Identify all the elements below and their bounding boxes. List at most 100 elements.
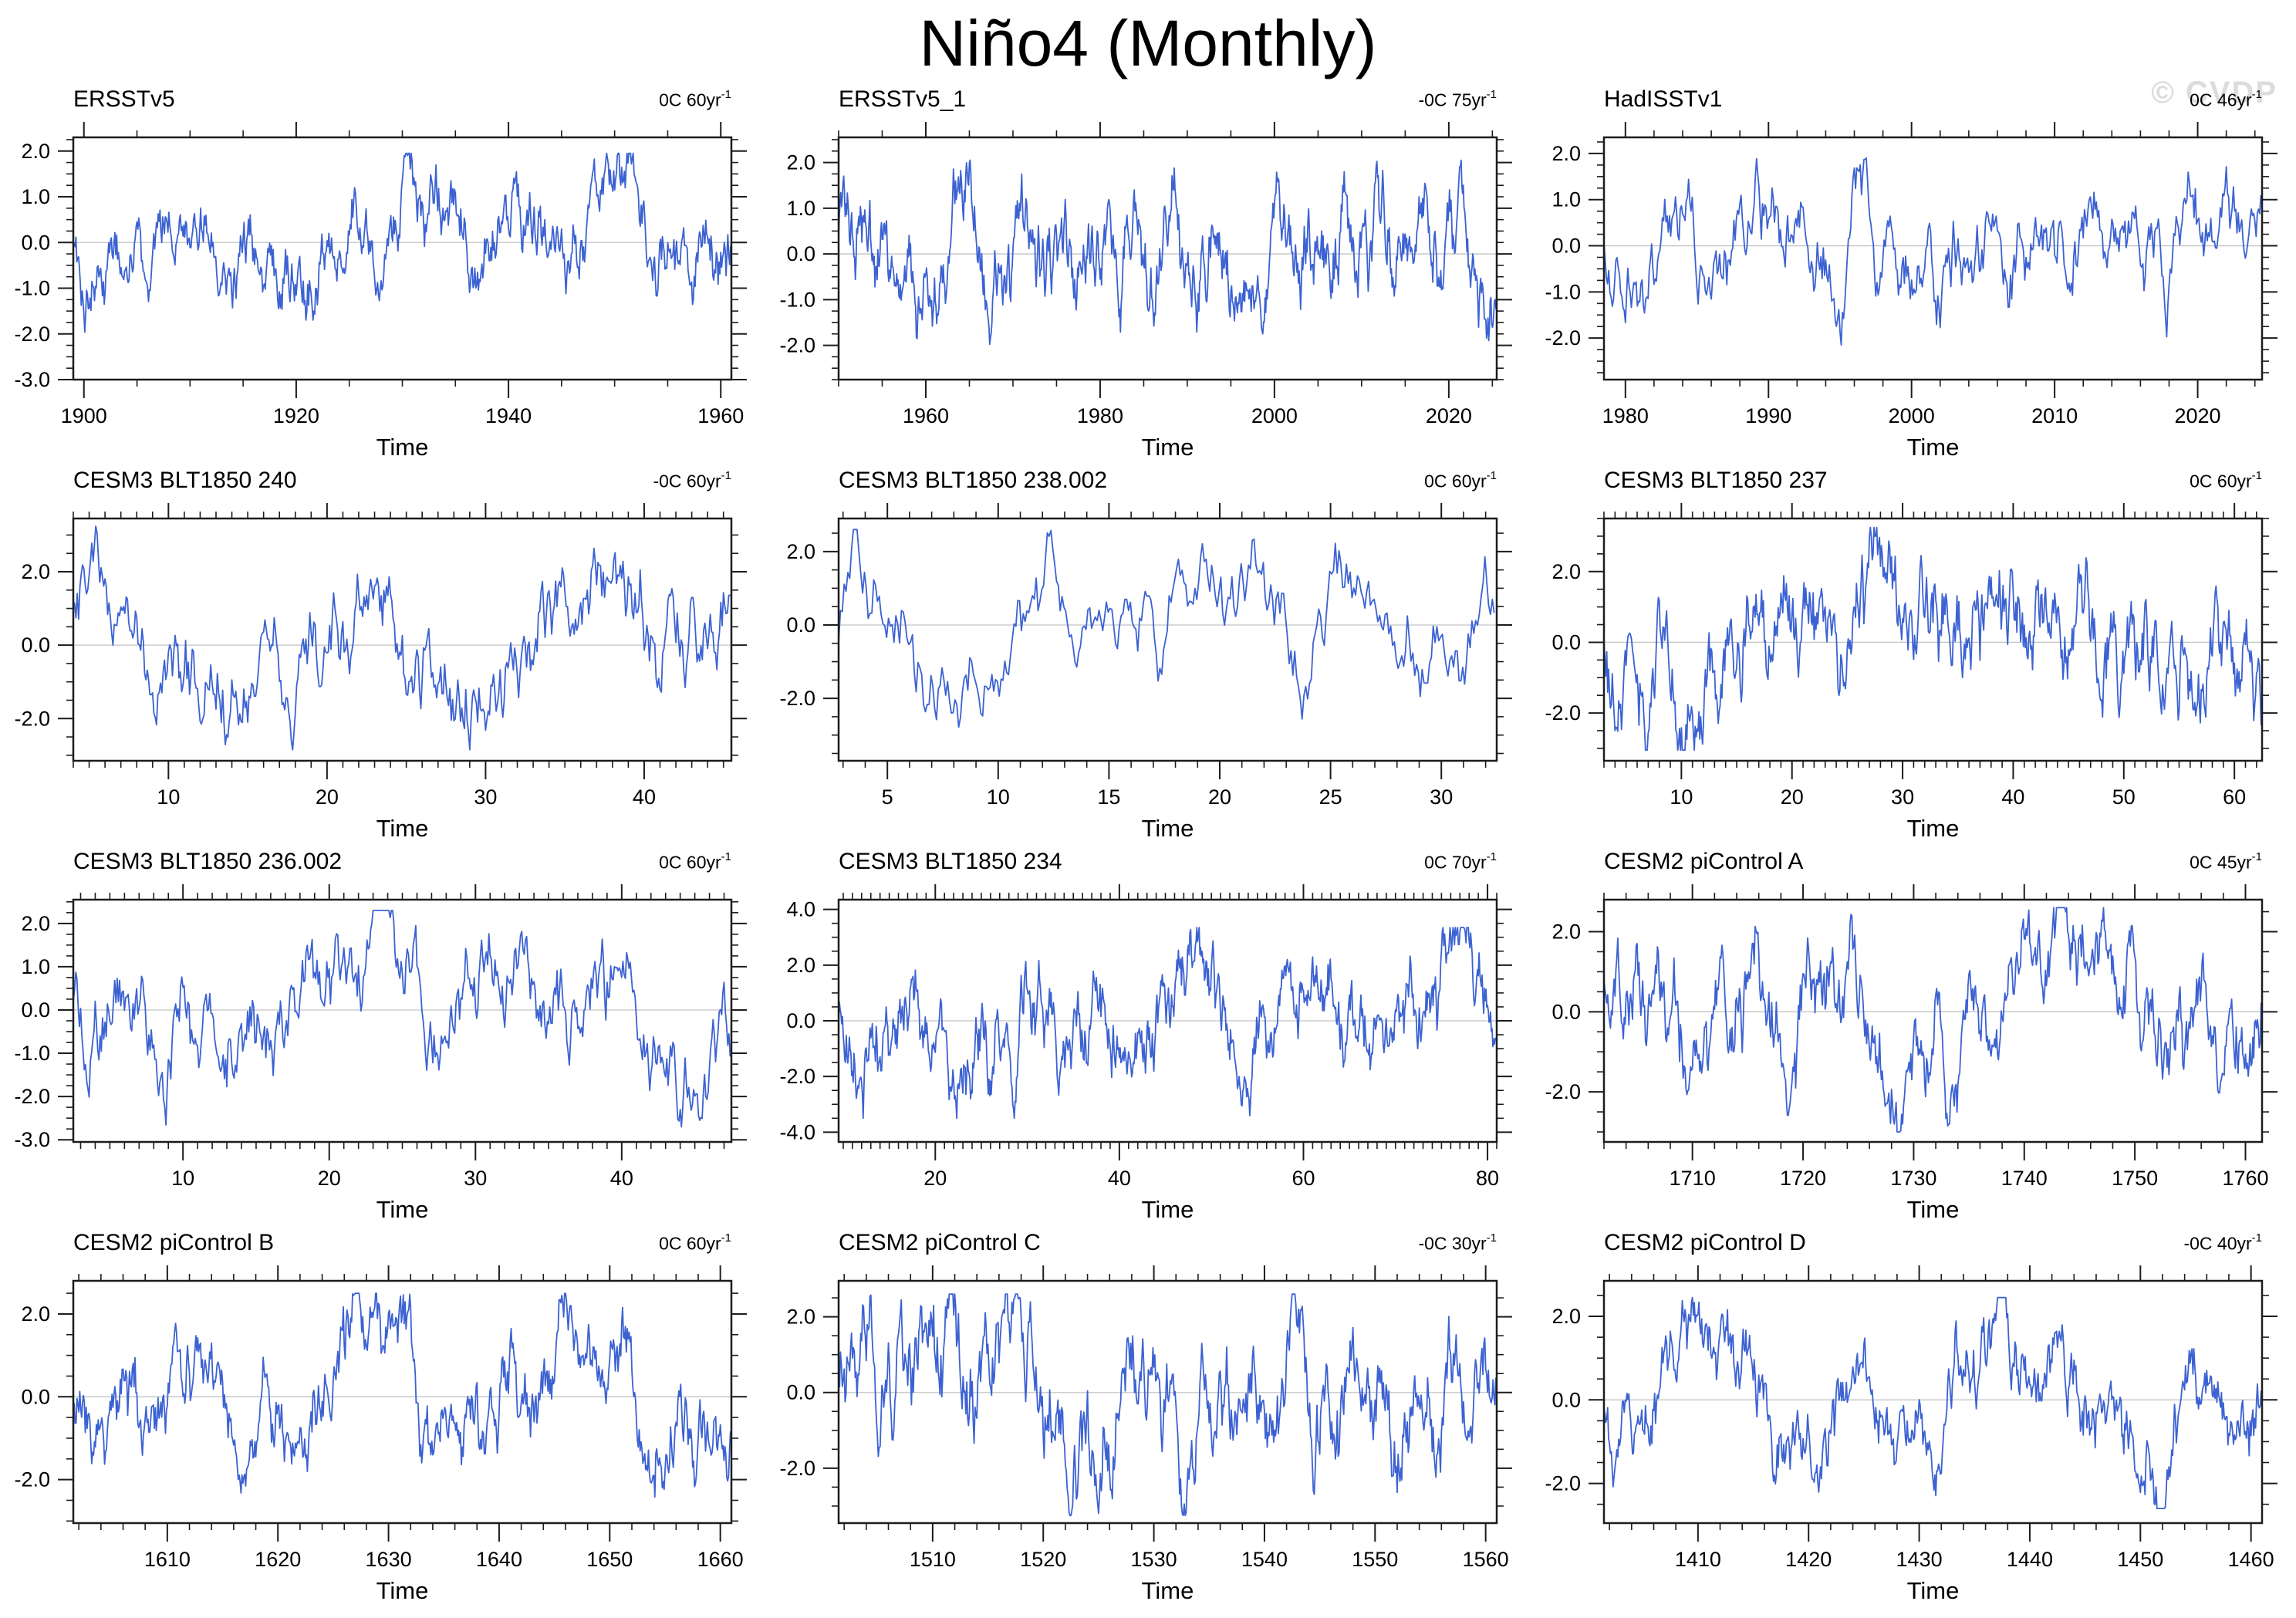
plot-frame: [1602, 517, 2264, 762]
x-tick-label: 1990: [1745, 404, 1791, 427]
panel-title: CESM2 piControl D: [1604, 1230, 1806, 1255]
x-tick-label: 1920: [273, 404, 319, 427]
x-tick-label: 40: [1108, 1167, 1131, 1190]
y-tick-label: 0.0: [1551, 1000, 1581, 1023]
x-tick-label: 2010: [2031, 404, 2078, 427]
timeseries-plot: 1710 1720 1730 1740 1750 1760 2.0 0.0 -2.0 Time: [1545, 884, 2277, 1223]
y-tick-label: 0.0: [786, 242, 815, 265]
x-tick-label: 2000: [1889, 404, 1935, 427]
trend-annotation-base: 0C 46yr: [2190, 90, 2252, 110]
y-tick-label: -2.0: [779, 687, 815, 710]
y-tick-label: 2.0: [21, 560, 50, 583]
trend-annotation: 0C 60yr-1: [1424, 469, 1497, 492]
x-tick-label: 1430: [1896, 1548, 1943, 1571]
data-line: [838, 159, 1497, 346]
x-tick-label: 50: [2112, 785, 2136, 809]
trend-annotation-exponent: -1: [2251, 1231, 2262, 1245]
data-line: [838, 927, 1497, 1120]
y-tick-label: 2.0: [21, 1302, 50, 1326]
x-tick-label: 15: [1097, 785, 1120, 809]
panel-title: CESM3 BLT1850 238.002: [839, 468, 1108, 493]
trend-annotation-exponent: -1: [1486, 850, 1497, 864]
x-axis-title: Time: [1142, 1196, 1194, 1223]
trend-annotation-exponent: -1: [1486, 469, 1497, 483]
timeseries-panel: HadISSTv1 0C 46yr-1 1980 1990 2000 2010 2020…: [1531, 86, 2296, 468]
panel-header: ERSSTv5_1 -0C 75yr-1: [765, 86, 1531, 119]
plot-frame: [837, 517, 1498, 762]
trend-annotation-base: 0C 60yr: [2190, 471, 2252, 491]
timeseries-plot: 1510 1520 1530 1540 1550 1560 2.0 0.0 -2.0 Time: [779, 1265, 1512, 1604]
x-tick-label: 10: [1670, 785, 1693, 809]
trend-annotation-exponent: -1: [721, 469, 731, 483]
timeseries-panel: ERSSTv5_1 -0C 75yr-1 1960 1980 2000 2020 2.0…: [765, 86, 1531, 468]
x-tick-label: 1900: [61, 404, 107, 427]
trend-annotation: -0C 40yr-1: [2183, 1231, 2262, 1255]
x-axis-title: Time: [376, 1196, 429, 1223]
y-tick-label: -2.0: [779, 1457, 815, 1480]
panel-header: CESM3 BLT1850 237 0C 60yr-1: [1531, 468, 2296, 500]
x-axis-title: Time: [1907, 434, 1960, 461]
plot-frame: [72, 1279, 733, 1525]
panel-header: CESM2 piControl A 0C 45yr-1: [1531, 849, 2296, 881]
panel-title: HadISSTv1: [1604, 86, 1723, 112]
page-title: Niño4 (Monthly): [919, 7, 1377, 79]
x-tick-label: 30: [1430, 785, 1453, 809]
trend-annotation-base: 0C 60yr: [1424, 471, 1487, 491]
timeseries-plot: 1960 1980 2000 2020 2.0 1.0 0.0 -1.0 -2.0 Time: [779, 122, 1512, 461]
x-tick-label: 1530: [1131, 1548, 1177, 1571]
y-tick-label: -2.0: [14, 1468, 50, 1491]
x-tick-label: 1660: [697, 1548, 744, 1571]
x-tick-label: 20: [318, 1167, 341, 1190]
y-tick-label: -1.0: [14, 1042, 50, 1065]
x-axis-title: Time: [1907, 815, 1960, 842]
panel-title: ERSSTv5: [73, 86, 175, 112]
y-tick-label: -1.0: [1545, 280, 1581, 303]
panel-header: CESM3 BLT1850 240 -0C 60yr-1: [0, 468, 765, 500]
x-tick-label: 1440: [2007, 1548, 2053, 1571]
y-tick-label: 0.0: [21, 633, 50, 657]
y-tick-label: 2.0: [786, 1306, 815, 1329]
y-tick-label: -2.0: [779, 334, 815, 357]
y-tick-label: -4.0: [779, 1120, 815, 1143]
y-tick-label: 4.0: [786, 898, 815, 921]
panel-header: HadISSTv1 0C 46yr-1: [1531, 86, 2296, 119]
y-tick-label: 2.0: [786, 954, 815, 977]
x-tick-label: 40: [2001, 785, 2024, 809]
x-tick-label: 60: [1292, 1167, 1315, 1190]
panel-header: CESM3 BLT1850 238.002 0C 60yr-1: [765, 468, 1531, 500]
y-tick-label: -1.0: [779, 288, 815, 311]
x-tick-label: 1610: [144, 1548, 191, 1571]
y-tick-label: -1.0: [14, 277, 50, 300]
trend-annotation-exponent: -1: [1486, 1231, 1497, 1245]
trend-annotation-exponent: -1: [1486, 88, 1497, 102]
x-tick-label: 30: [1891, 785, 1914, 809]
y-tick-label: 0.0: [21, 1385, 50, 1408]
x-tick-label: 20: [316, 785, 339, 809]
panel-header: CESM2 piControl D -0C 40yr-1: [1531, 1230, 2296, 1262]
y-tick-label: 0.0: [1551, 235, 1581, 258]
x-axis-title: Time: [1142, 815, 1194, 842]
timeseries-plot: 20 40 60 80 4.0 2.0 0.0 -2.0 -4.0 Time: [779, 884, 1512, 1223]
panel-title: CESM3 BLT1850 234: [839, 849, 1062, 874]
y-tick-label: -2.0: [1545, 1472, 1581, 1495]
timeseries-panel: CESM2 piControl A 0C 45yr-1 1710 1720 1730…: [1531, 849, 2296, 1230]
trend-annotation-exponent: -1: [721, 88, 731, 102]
data-line: [838, 1293, 1497, 1517]
plot-frame: [72, 898, 733, 1143]
panel-header: CESM2 piControl C -0C 30yr-1: [765, 1230, 1531, 1262]
y-tick-label: 2.0: [786, 540, 815, 563]
x-tick-label: 40: [633, 785, 656, 809]
x-tick-label: 1520: [1020, 1548, 1066, 1571]
x-axis-title: Time: [376, 434, 429, 461]
x-tick-label: 1460: [2228, 1548, 2274, 1571]
panel-title: CESM2 piControl B: [73, 1230, 275, 1255]
x-tick-label: 1730: [1890, 1167, 1936, 1190]
y-tick-label: 2.0: [786, 151, 815, 174]
trend-annotation-base: -0C 40yr: [2183, 1234, 2252, 1254]
timeseries-panel: CESM2 piControl B 0C 60yr-1 1610 1620 1630…: [0, 1230, 765, 1611]
trend-annotation-exponent: -1: [2251, 469, 2262, 483]
timeseries-panel: CESM3 BLT1850 237 0C 60yr-1 10 20 30 40 50 60…: [1531, 468, 2296, 849]
trend-annotation-base: 0C 60yr: [659, 1234, 721, 1254]
x-tick-label: 1720: [1780, 1167, 1826, 1190]
